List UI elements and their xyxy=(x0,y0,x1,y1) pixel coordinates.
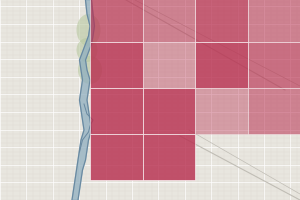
Bar xyxy=(90,88,142,134)
Bar xyxy=(248,0,300,42)
Ellipse shape xyxy=(76,38,98,62)
Bar xyxy=(142,0,195,42)
Bar xyxy=(248,88,300,134)
Bar xyxy=(90,0,142,42)
Bar xyxy=(90,134,142,180)
Bar xyxy=(195,0,247,42)
Bar xyxy=(248,42,300,88)
Bar xyxy=(142,42,195,88)
Bar xyxy=(195,42,247,88)
Bar xyxy=(195,88,247,134)
Bar xyxy=(142,134,195,180)
Ellipse shape xyxy=(76,14,100,46)
Bar xyxy=(142,88,195,134)
Ellipse shape xyxy=(78,56,102,84)
Polygon shape xyxy=(72,0,94,200)
Bar xyxy=(90,42,142,88)
